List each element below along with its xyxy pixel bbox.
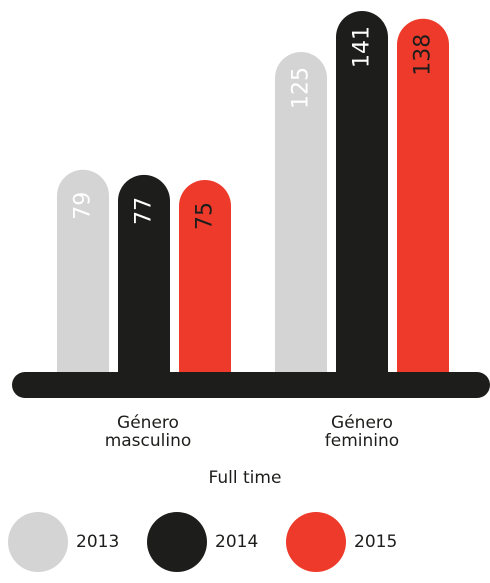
value-label-2013-0: 79 [71,192,96,220]
bar-2013-0 [57,169,109,372]
value-label-2015-1: 138 [411,34,436,76]
value-label-2014-1: 141 [350,26,375,68]
legend-swatch-2015 [286,512,346,572]
legend-swatch-2013 [8,512,68,572]
bar-chart: 79 125 77 141 75 138 [12,11,490,398]
legend-swatch-2014 [147,512,207,572]
x-axis-title: Full time [208,468,282,488]
legend-label-2014: 2014 [215,532,259,552]
value-label-2015-0: 75 [193,202,218,230]
legend-label-2013: 2013 [76,532,120,552]
bar-2014-0 [118,174,170,372]
category-label-feminino: Género feminino [324,413,400,451]
bar-2013-1 [275,52,327,372]
category-label-masculino: Género masculino [104,413,192,451]
bar-2014-1 [336,11,388,372]
x-axis-baseline [12,372,490,398]
legend-item-2014: 2014 [147,512,258,572]
legend-label-2015: 2015 [354,532,398,552]
value-label-2013-1: 125 [289,67,314,109]
legend-item-2015: 2015 [286,512,397,572]
bar-2015-1 [397,18,449,373]
value-label-2014-0: 77 [132,197,157,225]
bar-2015-0 [179,180,231,372]
legend-item-2013: 2013 [8,512,119,572]
